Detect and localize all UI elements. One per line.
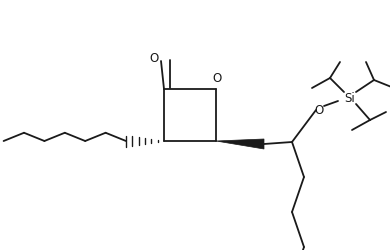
Polygon shape: [216, 139, 264, 149]
Text: O: O: [149, 52, 159, 66]
Text: O: O: [314, 104, 324, 118]
Text: Si: Si: [345, 92, 355, 104]
Text: O: O: [213, 72, 222, 85]
